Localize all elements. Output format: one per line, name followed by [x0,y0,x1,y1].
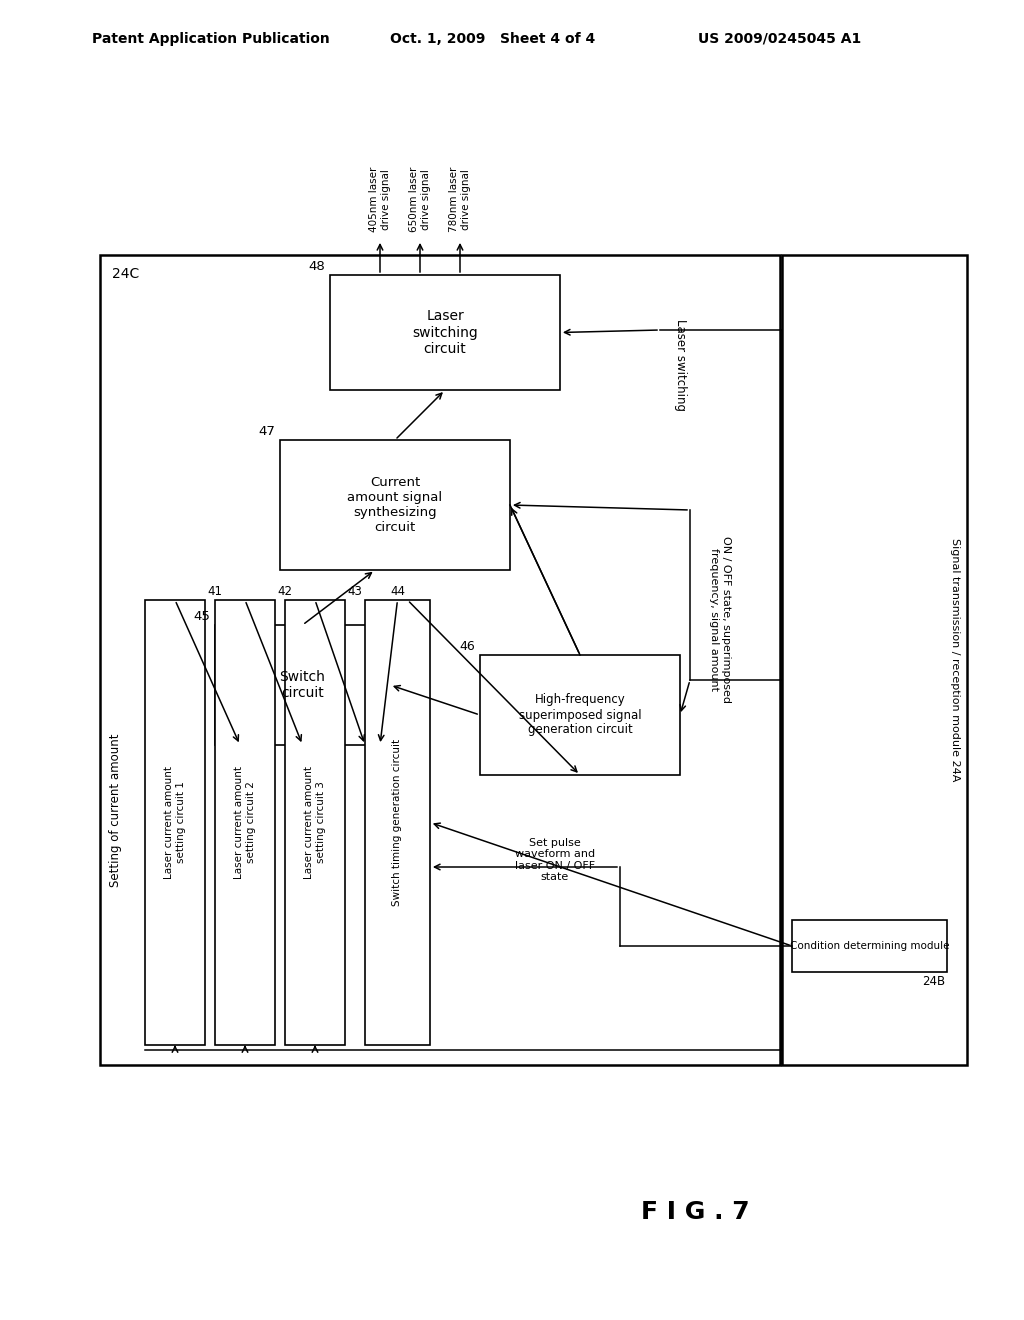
FancyBboxPatch shape [145,601,205,1045]
Text: 24B: 24B [922,975,945,987]
Text: Laser current amount
setting circuit 2: Laser current amount setting circuit 2 [234,766,256,879]
Text: Condition determining module: Condition determining module [790,941,949,950]
Text: 44: 44 [390,585,406,598]
Text: Laser
switching
circuit: Laser switching circuit [412,309,478,355]
Text: Patent Application Publication: Patent Application Publication [92,32,330,46]
Text: 46: 46 [459,640,475,653]
Text: US 2009/0245045 A1: US 2009/0245045 A1 [698,32,861,46]
FancyBboxPatch shape [100,255,780,1065]
FancyBboxPatch shape [215,624,390,744]
Text: Switch timing generation circuit: Switch timing generation circuit [392,739,402,906]
Text: Oct. 1, 2009   Sheet 4 of 4: Oct. 1, 2009 Sheet 4 of 4 [390,32,595,46]
Text: Set pulse
waveform and
laser ON / OFF
state: Set pulse waveform and laser ON / OFF st… [515,838,595,882]
Text: Setting of current amount: Setting of current amount [109,733,122,887]
FancyBboxPatch shape [330,275,560,389]
FancyBboxPatch shape [365,601,430,1045]
Text: 43: 43 [347,585,361,598]
Text: Signal transmission / reception module 24A: Signal transmission / reception module 2… [950,539,961,781]
Text: Laser current amount
setting circuit 1: Laser current amount setting circuit 1 [164,766,185,879]
Text: 405nm laser
drive signal: 405nm laser drive signal [370,166,391,232]
FancyBboxPatch shape [480,655,680,775]
Text: F I G . 7: F I G . 7 [641,1200,750,1224]
Text: Laser current amount
setting circuit 3: Laser current amount setting circuit 3 [304,766,326,879]
FancyBboxPatch shape [215,601,275,1045]
Text: 45: 45 [194,610,210,623]
Text: 41: 41 [207,585,222,598]
FancyBboxPatch shape [782,255,967,1065]
FancyBboxPatch shape [285,601,345,1045]
Text: 650nm laser
drive signal: 650nm laser drive signal [410,166,431,232]
Text: 780nm laser
drive signal: 780nm laser drive signal [450,166,471,232]
Text: 42: 42 [278,585,292,598]
Text: ON / OFF state, superimposed
frequency, signal amount: ON / OFF state, superimposed frequency, … [710,536,731,704]
Text: 24C: 24C [112,267,139,281]
Text: High-frequency
superimposed signal
generation circuit: High-frequency superimposed signal gener… [519,693,641,737]
FancyBboxPatch shape [792,920,947,972]
Text: 47: 47 [258,425,275,438]
Text: Switch
circuit: Switch circuit [280,671,326,700]
FancyBboxPatch shape [280,440,510,570]
Text: 48: 48 [308,260,325,273]
Text: Laser switching: Laser switching [674,319,686,411]
Text: Current
amount signal
synthesizing
circuit: Current amount signal synthesizing circu… [347,477,442,535]
